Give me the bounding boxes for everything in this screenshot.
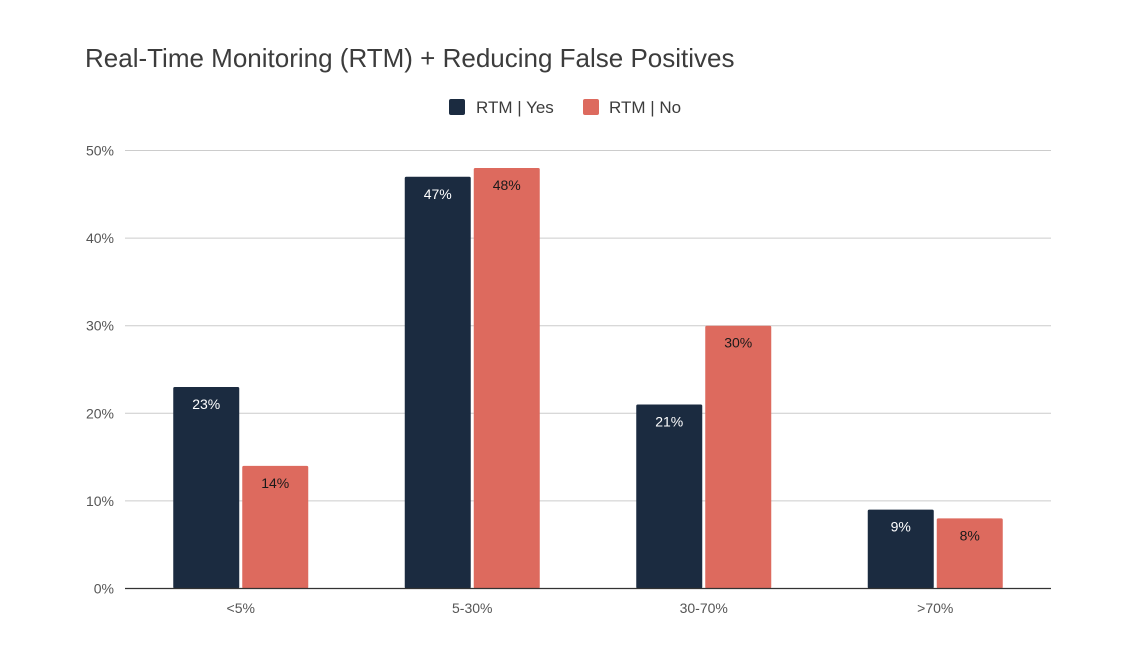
bar-rtm-yes	[173, 387, 240, 589]
data-label: 9%	[891, 519, 911, 535]
bar-rtm-no	[936, 518, 1003, 589]
data-label: 30%	[724, 335, 752, 351]
data-labels: 23% 14% 47% 48% 21% 30% 9% 8%	[192, 177, 980, 543]
y-tick-label: 0%	[94, 581, 114, 597]
data-label: 8%	[960, 527, 980, 543]
data-label: 14%	[261, 475, 289, 491]
data-label: 21%	[655, 414, 683, 430]
legend-label-rtm-yes: RTM | Yes	[476, 98, 554, 117]
bar-rtm-yes	[867, 509, 934, 589]
legend-label-rtm-no: RTM | No	[609, 98, 681, 117]
bar-rtm-yes	[636, 404, 703, 589]
chart-title: Real-Time Monitoring (RTM) + Reducing Fa…	[85, 43, 735, 73]
gridlines	[125, 150, 1051, 502]
bars	[173, 168, 1003, 589]
bar-rtm-no	[705, 325, 772, 589]
legend: RTM | Yes RTM | No	[449, 98, 681, 117]
data-label: 23%	[192, 396, 220, 412]
data-label: 47%	[424, 186, 452, 202]
y-tick-label: 50%	[86, 143, 114, 159]
x-axis-ticks: <5% 5-30% 30-70% >70%	[227, 600, 954, 616]
legend-swatch-rtm-yes	[449, 99, 465, 115]
x-tick-label: <5%	[227, 600, 255, 616]
y-tick-label: 40%	[86, 230, 114, 246]
bar-rtm-yes	[404, 176, 471, 589]
x-tick-label: >70%	[917, 600, 953, 616]
y-axis-ticks: 0% 10% 20% 30% 40% 50%	[86, 143, 114, 597]
bar-rtm-no	[242, 465, 309, 589]
legend-swatch-rtm-no	[583, 99, 599, 115]
x-tick-label: 30-70%	[680, 600, 728, 616]
data-label: 48%	[493, 177, 521, 193]
bar-rtm-no	[473, 168, 540, 589]
y-tick-label: 30%	[86, 318, 114, 334]
y-tick-label: 20%	[86, 405, 114, 421]
y-tick-label: 10%	[86, 493, 114, 509]
x-tick-label: 5-30%	[452, 600, 492, 616]
